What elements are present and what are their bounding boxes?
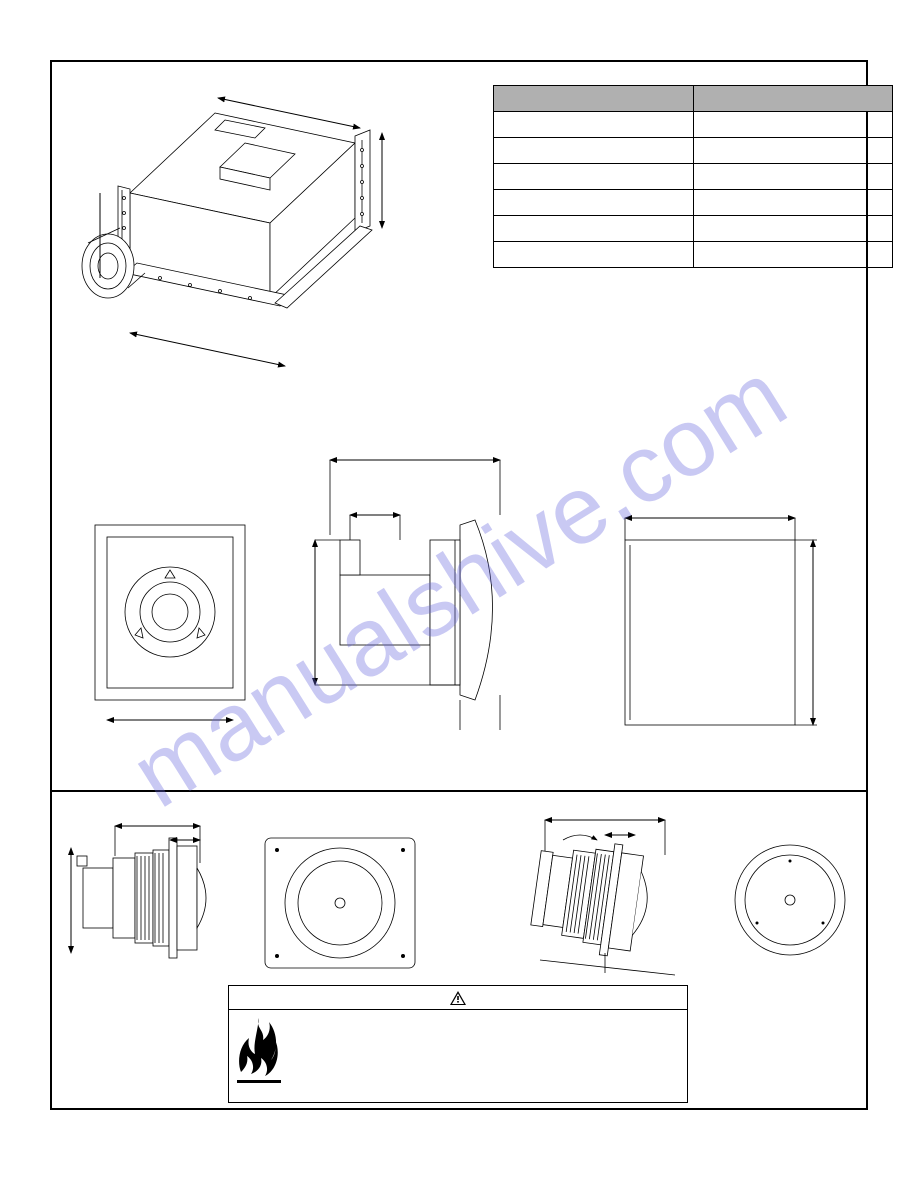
- table-row: [494, 190, 893, 216]
- front-plate-diagram: [85, 520, 260, 740]
- section-divider: [50, 790, 868, 792]
- table-row: [494, 138, 893, 164]
- iso-box-diagram: [70, 78, 415, 378]
- table-row: [494, 216, 893, 242]
- table-row: [494, 164, 893, 190]
- warning-header: [229, 986, 687, 1010]
- table-row: [494, 112, 893, 138]
- terminal-left-diagram: [65, 808, 445, 983]
- warning-triangle-icon: [450, 991, 466, 1005]
- table-row: [494, 242, 893, 268]
- terminal-right-diagram: [505, 805, 855, 985]
- side-view-diagram: [300, 445, 550, 755]
- table-header-row: [494, 86, 893, 112]
- table-header-1: [494, 86, 694, 112]
- warning-body: [229, 1010, 687, 1092]
- spec-table: [493, 85, 893, 268]
- warning-text: [293, 1016, 681, 1086]
- rect-panel-diagram: [595, 500, 845, 750]
- flame-icon: [235, 1016, 283, 1086]
- warning-box: [228, 985, 688, 1103]
- table-header-2: [693, 86, 893, 112]
